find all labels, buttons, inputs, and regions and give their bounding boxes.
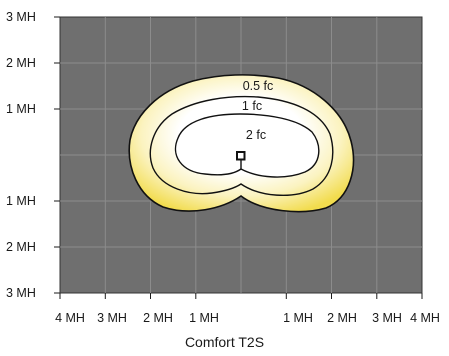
light-fixture-icon — [236, 151, 246, 169]
x-axis — [59, 293, 423, 299]
x-tick-label: 2 MH — [143, 311, 173, 325]
y-tick-label: 2 MH — [6, 56, 36, 70]
x-tick-label: 2 MH — [327, 311, 357, 325]
diagram-caption: Comfort T2S — [184, 334, 265, 350]
x-tick-label: 3 MH — [372, 311, 402, 325]
y-tick-label: 3 MH — [6, 286, 36, 300]
y-tick-label: 1 MH — [6, 102, 36, 116]
y-tick-label: 3 MH — [6, 10, 36, 24]
contour-label-2fc: 2 fc — [246, 128, 266, 142]
x-tick-label: 3 MH — [97, 311, 127, 325]
x-tick-label: 1 MH — [283, 311, 313, 325]
x-tick-label: 4 MH — [410, 311, 440, 325]
x-tick-label: 1 MH — [189, 311, 219, 325]
y-axis — [54, 16, 60, 294]
contour-label-1fc: 1 fc — [242, 99, 262, 113]
contour-1fc — [149, 95, 334, 197]
x-tick-label: 4 MH — [55, 311, 85, 325]
y-tick-label: 2 MH — [6, 240, 36, 254]
y-tick-label: 1 MH — [6, 194, 36, 208]
contour-2fc — [174, 113, 320, 178]
contour-label-0-5fc: 0.5 fc — [243, 79, 274, 93]
